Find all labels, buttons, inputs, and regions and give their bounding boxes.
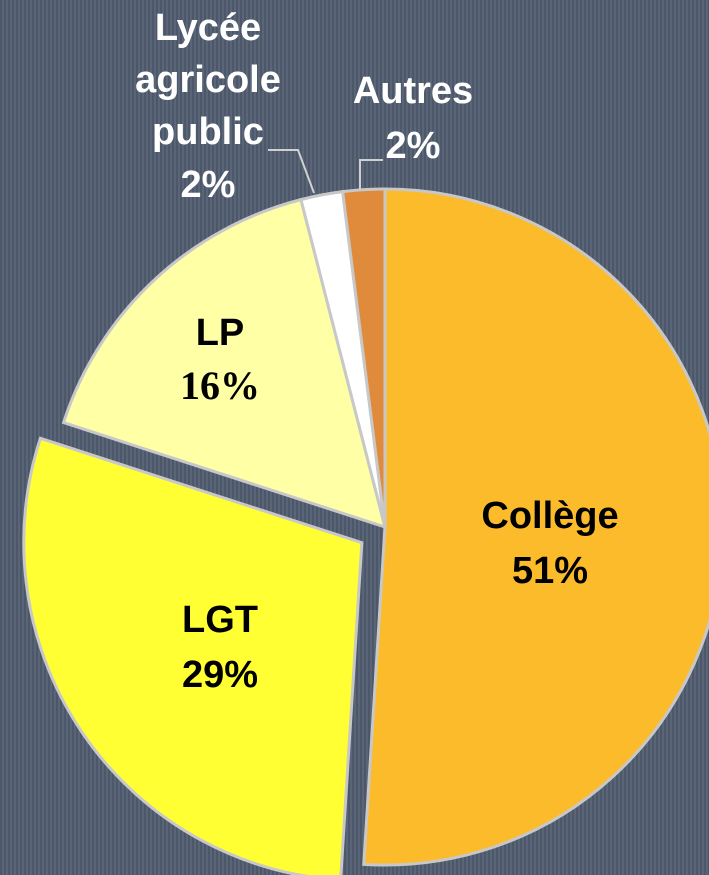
slice-value: 51%	[512, 550, 588, 592]
slice-label: Collège	[481, 495, 618, 537]
slice-value: 16%	[180, 363, 260, 408]
pie-slice	[340, 187, 387, 528]
slice-label: LGT	[182, 599, 258, 641]
leader-line	[359, 159, 383, 190]
pie-slice	[22, 436, 364, 875]
leader-line	[268, 149, 315, 194]
pie-slice	[61, 197, 388, 530]
slice-value: 2%	[181, 164, 236, 206]
slice-label: Autres	[353, 70, 473, 112]
slice-label: Lycée agricole public	[135, 7, 281, 153]
slice-value: 2%	[386, 125, 441, 167]
slice-value: 29%	[182, 654, 258, 696]
pie-slice	[362, 187, 709, 867]
slice-label: LP	[196, 312, 245, 354]
